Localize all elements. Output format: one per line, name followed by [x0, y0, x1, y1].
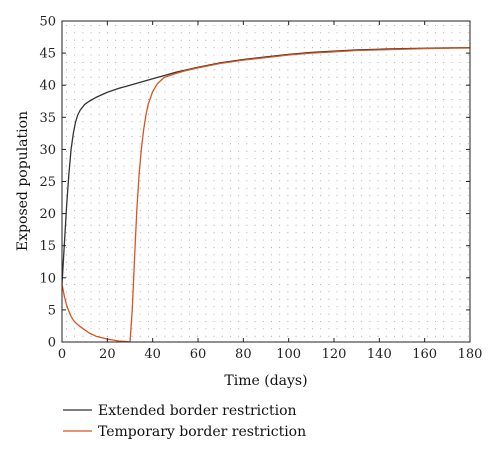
series-layer — [62, 46, 470, 342]
x-tick-label: 0 — [58, 347, 66, 362]
x-tick-label: 80 — [235, 347, 252, 362]
x-tick-label: 160 — [412, 347, 437, 362]
series-line-temporary — [62, 47, 470, 342]
y-tick-label: 25 — [39, 175, 56, 190]
x-tick-label: 140 — [367, 347, 392, 362]
x-tick-label: 40 — [144, 347, 161, 362]
legend-label-temporary: Temporary border restriction — [98, 424, 306, 440]
y-tick-label: 15 — [39, 239, 56, 254]
y-tick-label: 35 — [39, 111, 56, 126]
y-tick-label: 0 — [48, 336, 56, 351]
y-tick-label: 50 — [39, 15, 56, 30]
y-tick-label: 5 — [48, 303, 56, 318]
x-tick-label: 100 — [276, 347, 301, 362]
tick-layer: 0 20 40 60 80 100 120 140 160 180 0 5 10 15 20 25 30 35 40… — [39, 15, 482, 363]
x-tick-label: 120 — [322, 347, 347, 362]
y-tick-label: 10 — [39, 271, 56, 286]
y-tick-label: 30 — [39, 143, 56, 158]
x-tick-label: 180 — [458, 347, 483, 362]
x-tick-label: 60 — [190, 347, 207, 362]
legend: Extended border restriction Temporary bo… — [63, 403, 306, 440]
y-tick-label: 20 — [39, 207, 56, 222]
y-axis-label: Exposed population — [15, 111, 31, 251]
y-tick-label: 40 — [39, 79, 56, 94]
plot-background — [62, 21, 470, 342]
x-tick-label: 20 — [99, 347, 116, 362]
x-axis-label: Time (days) — [224, 373, 307, 389]
legend-label-extended: Extended border restriction — [98, 403, 297, 419]
y-tick-label: 45 — [39, 47, 56, 62]
